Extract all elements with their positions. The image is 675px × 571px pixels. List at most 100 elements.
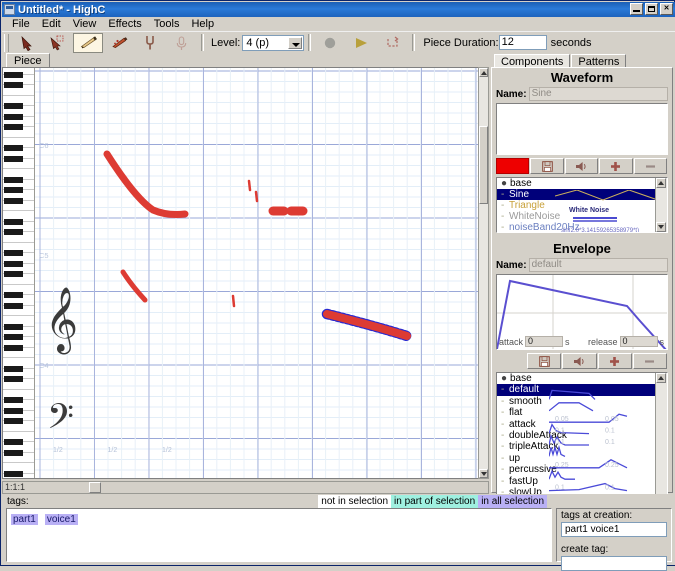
horizontal-scroll-thumb[interactable] — [89, 482, 101, 493]
piano-black-key[interactable] — [4, 334, 23, 340]
piano-black-key[interactable] — [4, 218, 23, 225]
create-tag-input[interactable] — [561, 556, 667, 571]
piano-white-key[interactable] — [3, 306, 34, 316]
piano-white-key[interactable] — [3, 274, 34, 285]
menu-tools[interactable]: Tools — [153, 18, 180, 30]
list-item[interactable]: - Sine — [497, 189, 655, 200]
minus-icon[interactable] — [633, 158, 668, 174]
close-button[interactable]: ✕ — [660, 3, 673, 15]
menu-help[interactable]: Help — [191, 18, 215, 30]
piano-black-key[interactable] — [4, 439, 23, 445]
menu-effects[interactable]: Effects — [108, 18, 142, 30]
piano-black-key[interactable] — [4, 155, 23, 162]
envelope-save-icon[interactable] — [527, 353, 562, 369]
piano-black-key[interactable] — [4, 302, 23, 309]
menu-edit[interactable]: Edit — [41, 18, 61, 30]
envelope-list-root[interactable]: ● base — [501, 373, 532, 384]
piano-white-key[interactable] — [3, 421, 34, 432]
envelope-preview[interactable]: attack 0 s release 0 s — [496, 274, 668, 350]
piano-black-key[interactable] — [4, 365, 23, 372]
piano-black-key[interactable] — [4, 103, 23, 109]
select-arrow-tool[interactable] — [11, 32, 41, 53]
list-item[interactable]: - fastUp — [501, 475, 538, 487]
piano-black-key[interactable] — [4, 250, 23, 256]
list-item[interactable]: - tripleAttack — [501, 441, 559, 453]
piano-black-key[interactable] — [4, 197, 23, 204]
list-item[interactable]: - attack — [501, 418, 536, 430]
piano-black-key[interactable] — [4, 470, 23, 477]
editor-vertical-scrollbar[interactable] — [478, 67, 489, 479]
maximize-button[interactable] — [645, 3, 658, 15]
editor-horizontal-scrollbar[interactable] — [2, 481, 489, 494]
attack-input[interactable]: 0 — [525, 336, 564, 347]
tab-piece[interactable]: Piece — [6, 53, 50, 67]
piano-white-key[interactable] — [3, 201, 34, 211]
piano-white-key[interactable] — [3, 379, 34, 390]
list-item[interactable]: - default — [497, 384, 655, 396]
piano-keyboard[interactable] — [3, 68, 35, 478]
waveform-list-scrollbar[interactable] — [655, 178, 667, 232]
menu-view[interactable]: View — [72, 18, 97, 30]
list-item[interactable]: - doubleAttack — [501, 429, 567, 441]
list-item[interactable]: - up — [501, 452, 521, 464]
list-item[interactable]: - Triangle — [501, 200, 545, 211]
plus-icon[interactable] — [599, 158, 633, 174]
piano-white-key[interactable] — [3, 85, 34, 96]
piece-duration-input[interactable]: 12 — [498, 35, 547, 50]
level-dropdown[interactable]: 4 (p) — [242, 34, 305, 51]
minimize-button[interactable] — [630, 3, 643, 15]
play-button[interactable] — [346, 32, 377, 53]
release-input[interactable]: 0 — [619, 336, 658, 347]
envelope-scroll-up-button[interactable] — [656, 373, 666, 383]
piano-white-key[interactable] — [3, 348, 34, 358]
stroke-1[interactable] — [103, 150, 189, 218]
scroll-up-button[interactable] — [479, 68, 488, 77]
piano-white-key[interactable] — [3, 159, 34, 169]
waveform-list-root[interactable]: ● base — [501, 178, 532, 189]
list-item[interactable]: - noiseBand20Hz — [501, 222, 580, 233]
list-item[interactable]: - slowUp — [501, 486, 542, 498]
record-button[interactable] — [315, 32, 346, 53]
stroke-tick-2[interactable] — [254, 190, 259, 203]
tuning-fork-tool[interactable] — [135, 32, 165, 53]
pencil-tool[interactable] — [73, 32, 103, 53]
piano-black-key[interactable] — [4, 124, 23, 130]
select-lasso-tool[interactable] — [42, 32, 72, 53]
loop-button[interactable] — [377, 32, 408, 53]
chevron-down-icon[interactable] — [288, 36, 303, 49]
tag-chip[interactable]: voice1 — [44, 514, 78, 525]
piano-black-key[interactable] — [4, 376, 23, 382]
stroke-5[interactable] — [323, 310, 411, 340]
piano-black-key[interactable] — [4, 344, 23, 351]
waveform-name-field[interactable]: Sine — [528, 87, 668, 101]
tag-chip[interactable]: part1 — [11, 514, 38, 525]
list-item[interactable]: - flat — [501, 407, 523, 419]
piano-black-key[interactable] — [4, 229, 23, 235]
list-item[interactable]: - WhiteNoise — [501, 211, 561, 222]
envelope-plus-icon[interactable] — [597, 353, 632, 369]
menu-file[interactable]: File — [12, 18, 30, 30]
envelope-list-scrollbar[interactable] — [655, 373, 667, 512]
toolbar-grip[interactable] — [4, 33, 9, 52]
waveform-preview[interactable] — [496, 103, 668, 155]
piano-black-key[interactable] — [4, 407, 23, 414]
tab-components[interactable]: Components — [494, 54, 571, 68]
stroke-tick-1[interactable] — [247, 179, 252, 192]
vertical-scroll-thumb[interactable] — [479, 126, 488, 204]
piano-black-key[interactable] — [4, 418, 23, 424]
speaker-icon[interactable] — [564, 158, 599, 174]
piano-black-key[interactable] — [4, 271, 23, 277]
waveform-scroll-up-button[interactable] — [656, 178, 666, 188]
envelope-name-field[interactable]: default — [528, 258, 668, 272]
save-icon[interactable] — [530, 158, 564, 174]
piano-black-key[interactable] — [4, 113, 23, 120]
piano-white-key[interactable] — [3, 127, 34, 138]
scroll-down-button[interactable] — [479, 469, 488, 478]
piano-black-key[interactable] — [4, 449, 23, 456]
piano-white-key[interactable] — [3, 453, 34, 463]
piano-black-key[interactable] — [4, 323, 23, 330]
list-item[interactable]: - smooth — [501, 395, 542, 407]
tags-at-creation-input[interactable]: part1 voice1 — [561, 522, 667, 537]
envelope-minus-icon[interactable] — [632, 353, 667, 369]
piano-black-key[interactable] — [4, 260, 23, 267]
